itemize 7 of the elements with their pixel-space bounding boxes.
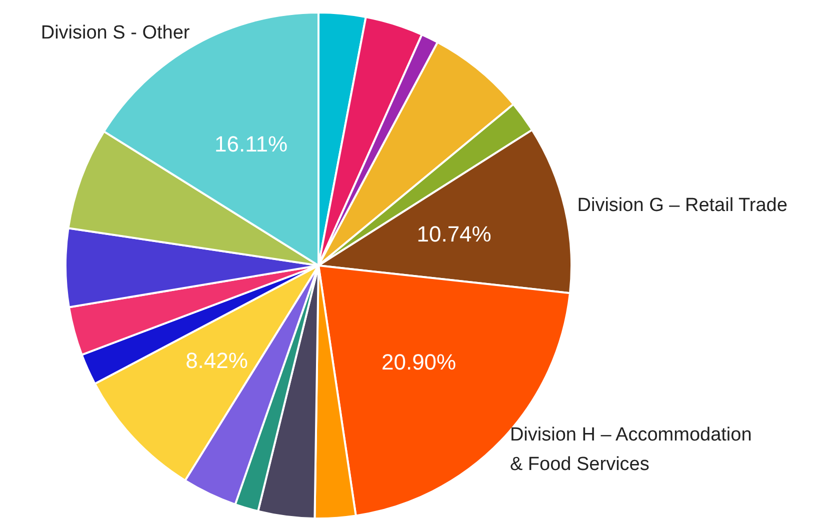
data-label: 10.74% xyxy=(416,222,492,247)
data-label: 16.11% xyxy=(214,131,288,156)
data-label: 8.42% xyxy=(186,348,248,373)
slice-label: Division S - Other xyxy=(40,22,190,44)
slice-label: Division H – Accommodation & Food Services xyxy=(510,424,752,475)
data-label: 20.90% xyxy=(381,349,456,374)
slice-label: Division G – Retail Trade xyxy=(577,194,788,216)
